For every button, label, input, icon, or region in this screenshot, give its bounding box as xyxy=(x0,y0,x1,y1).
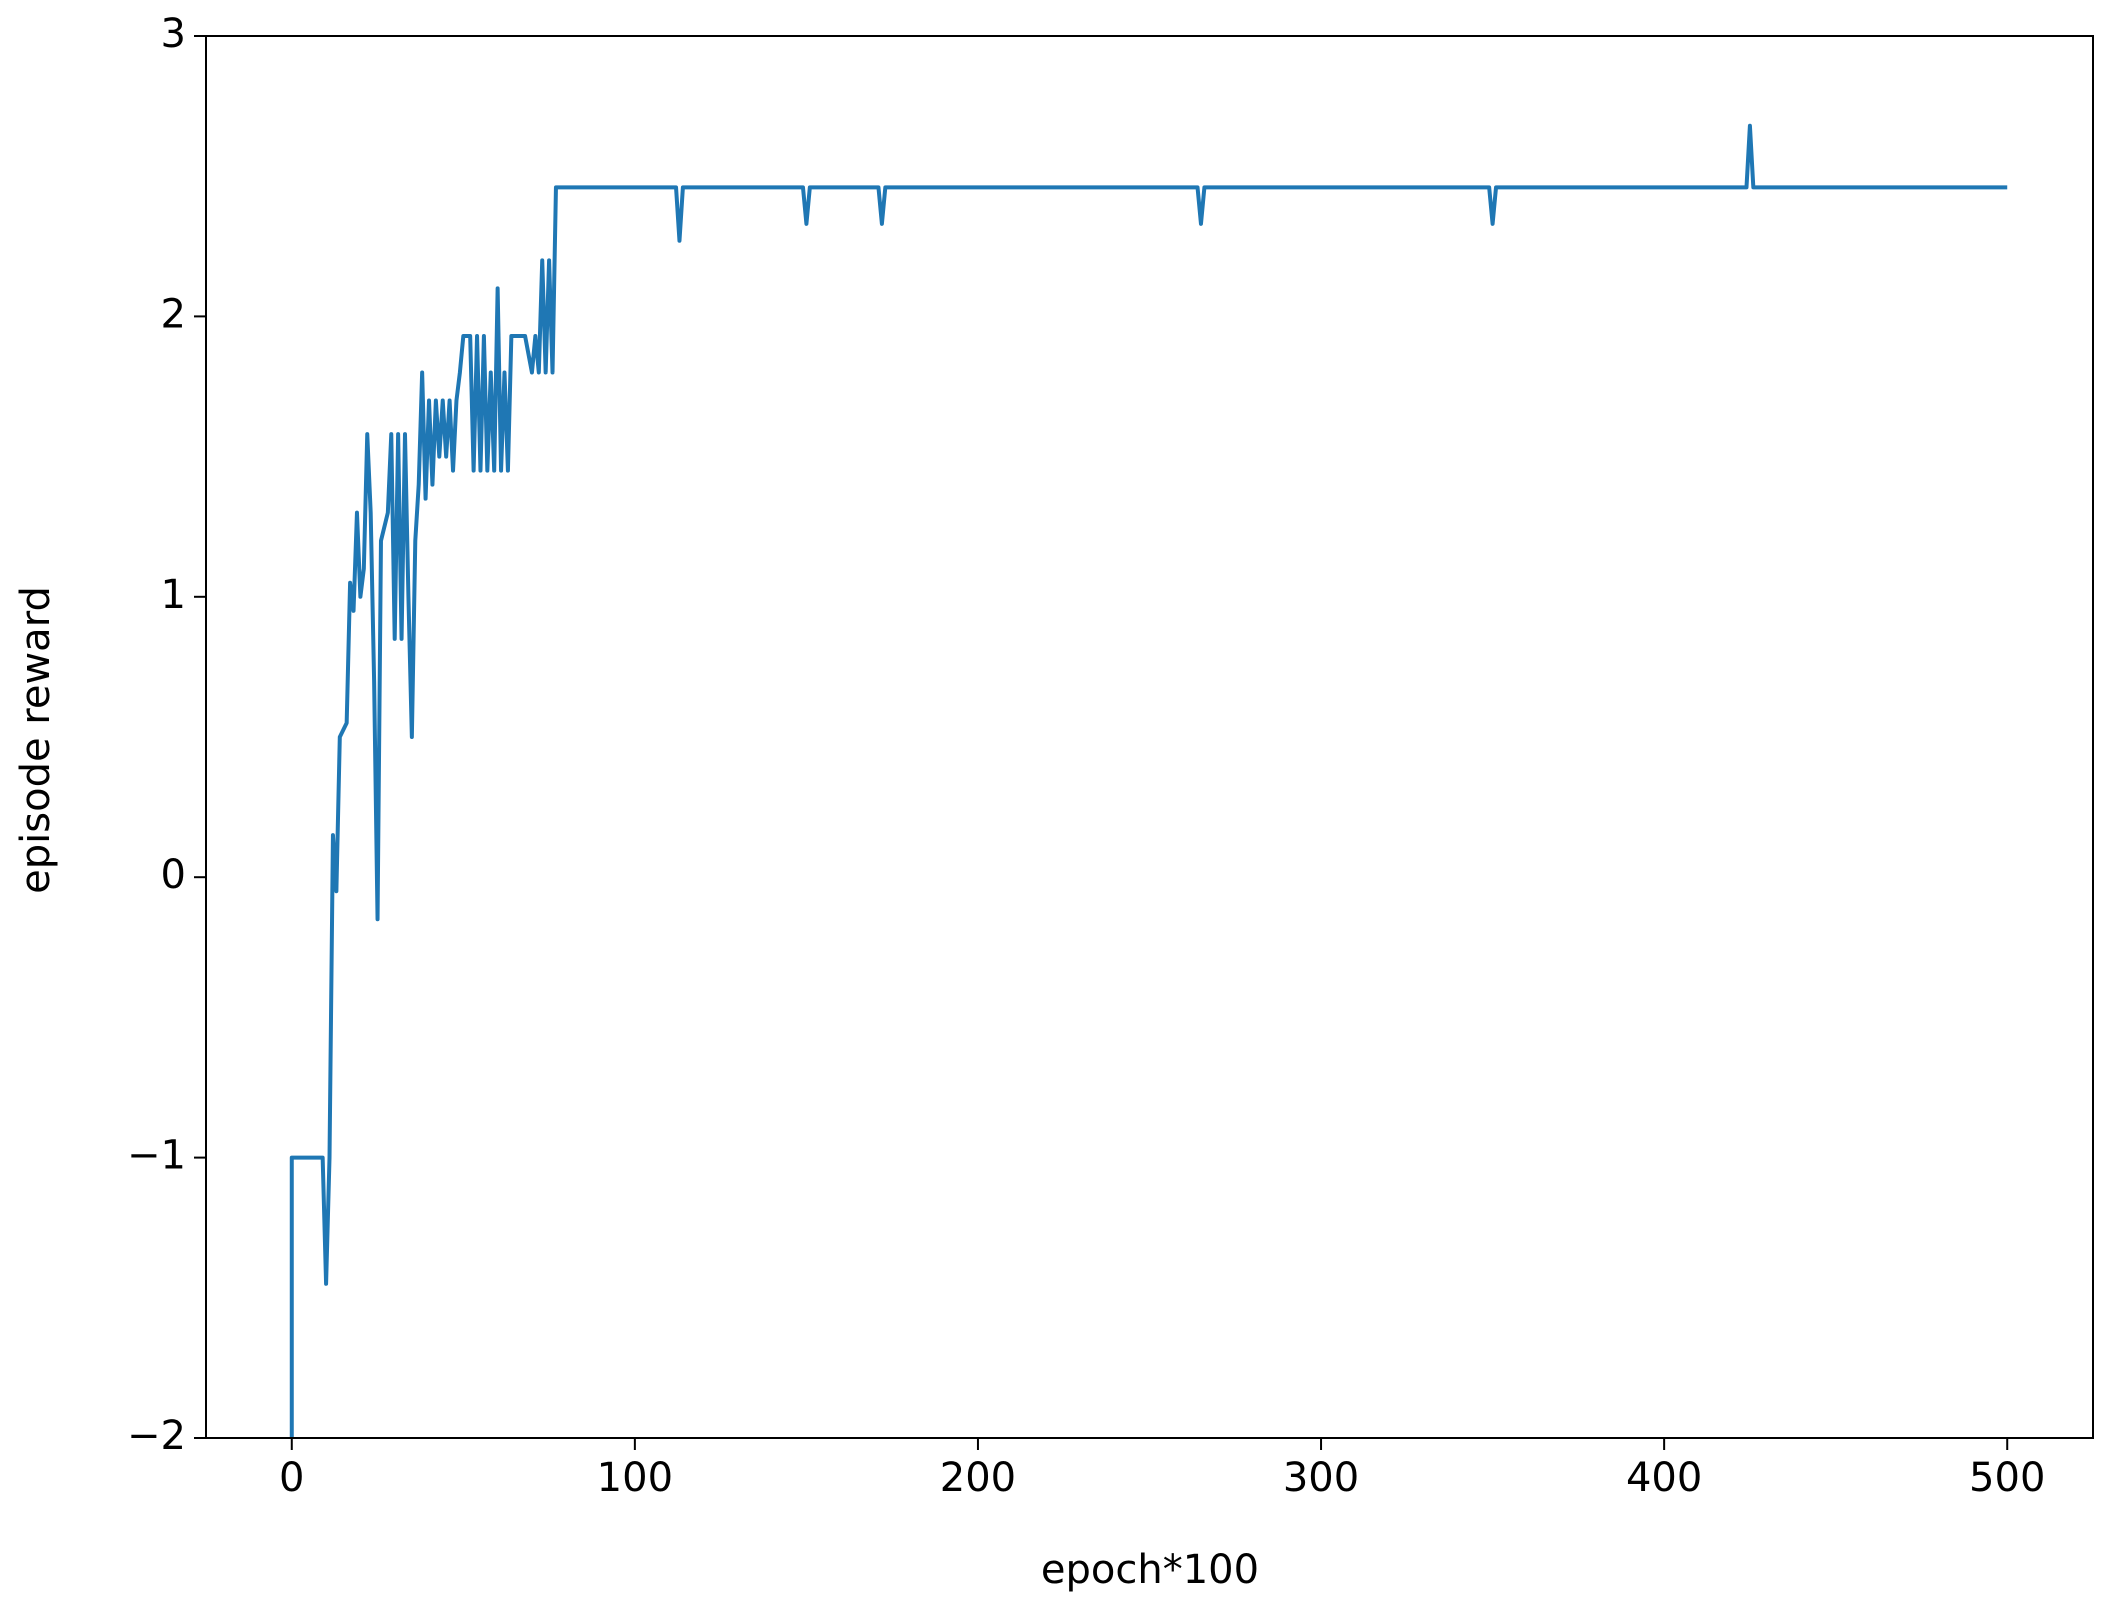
y-tick-label: 2 xyxy=(161,291,186,337)
y-tick-label: 3 xyxy=(161,11,186,57)
y-tick-label: −1 xyxy=(127,1133,186,1179)
y-tick-label: 0 xyxy=(161,852,186,898)
y-tick-label: 1 xyxy=(161,572,186,618)
y-tick-label: −2 xyxy=(127,1413,186,1459)
x-tick-label: 0 xyxy=(279,1455,304,1501)
x-tick-label: 500 xyxy=(1969,1455,2045,1501)
x-tick-label: 300 xyxy=(1283,1455,1359,1501)
x-tick-label: 200 xyxy=(940,1455,1016,1501)
x-tick-label: 400 xyxy=(1626,1455,1702,1501)
x-axis-label: epoch*100 xyxy=(1041,1547,1259,1593)
line xyxy=(289,123,2008,1438)
x-tick-label: 100 xyxy=(597,1455,673,1501)
y-axis-label: episode reward xyxy=(13,586,59,894)
plot-frame xyxy=(205,35,2094,1439)
